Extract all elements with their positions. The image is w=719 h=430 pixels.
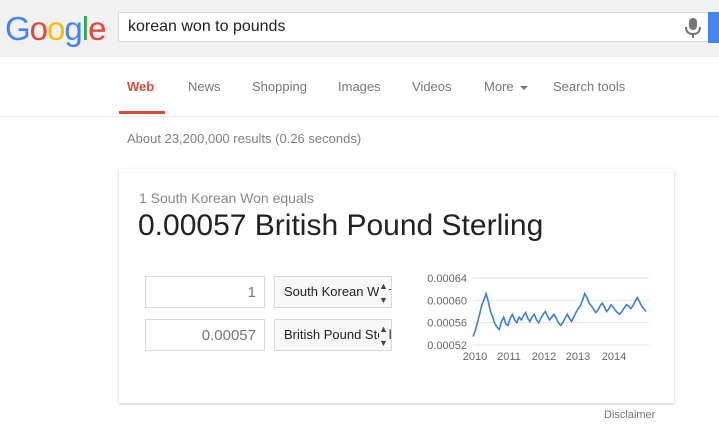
from-amount-input[interactable]: [145, 276, 265, 308]
select-arrows-icon: ▲ ▼: [379, 320, 389, 350]
conversion-result: 0.00057 British Pound Sterling: [138, 209, 544, 242]
x-tick-label: 2010: [463, 351, 487, 363]
to-currency-label: British Pound Sterling: [284, 327, 391, 342]
conversion-equals-text: 1 South Korean Won equals: [139, 190, 314, 206]
to-currency-select[interactable]: British Pound Sterling ▲▼: [274, 319, 392, 351]
y-tick-label: 0.00060: [427, 295, 467, 307]
from-currency-label: South Korean Won: [284, 284, 392, 299]
search-button[interactable]: [708, 12, 719, 43]
caret-down-icon: [520, 85, 529, 90]
y-tick-label: 0.00056: [427, 318, 467, 330]
result-stats: About 23,200,000 results (0.26 seconds): [127, 131, 362, 146]
tab-shopping[interactable]: Shopping: [252, 79, 307, 94]
tab-news[interactable]: News: [188, 79, 221, 94]
x-tick-label: 2012: [532, 351, 556, 363]
currency-converter-card: 1 South Korean Won equals 0.00057 Britis…: [119, 169, 674, 403]
search-box[interactable]: [118, 12, 719, 42]
tab-web[interactable]: Web: [127, 79, 155, 94]
logo-letter: e: [88, 10, 106, 47]
x-tick-label: 2013: [566, 351, 590, 363]
tab-videos[interactable]: Videos: [412, 79, 452, 94]
tab-more[interactable]: More: [484, 79, 529, 94]
tab-more-label: More: [484, 79, 514, 94]
logo-letter: o: [29, 10, 48, 47]
logo-letter: g: [64, 10, 82, 47]
logo-letter: G: [5, 10, 31, 47]
google-logo[interactable]: Google: [5, 10, 106, 48]
select-arrows-icon: ▲ ▼: [379, 277, 389, 307]
top-bar: Google: [0, 0, 719, 57]
logo-letter: o: [47, 10, 65, 47]
search-input[interactable]: [119, 13, 659, 41]
disclaimer-link[interactable]: Disclaimer: [604, 409, 656, 421]
x-tick-label: 2011: [497, 351, 521, 363]
y-tick-label: 0.00064: [427, 273, 467, 285]
y-tick-label: 0.00052: [427, 340, 467, 352]
active-tab-indicator: [119, 111, 165, 114]
search-nav: Web News Shopping Images Videos More Sea…: [0, 57, 719, 117]
to-amount-input[interactable]: [145, 319, 265, 351]
tab-images[interactable]: Images: [338, 79, 381, 94]
from-currency-select[interactable]: South Korean Won ▲ ▼: [274, 276, 392, 308]
logo-letter: l: [81, 10, 89, 47]
x-tick-label: 2014: [602, 351, 626, 363]
exchange-rate-line: [472, 290, 647, 337]
microphone-icon[interactable]: [684, 17, 702, 39]
tab-search-tools[interactable]: Search tools: [553, 79, 626, 94]
